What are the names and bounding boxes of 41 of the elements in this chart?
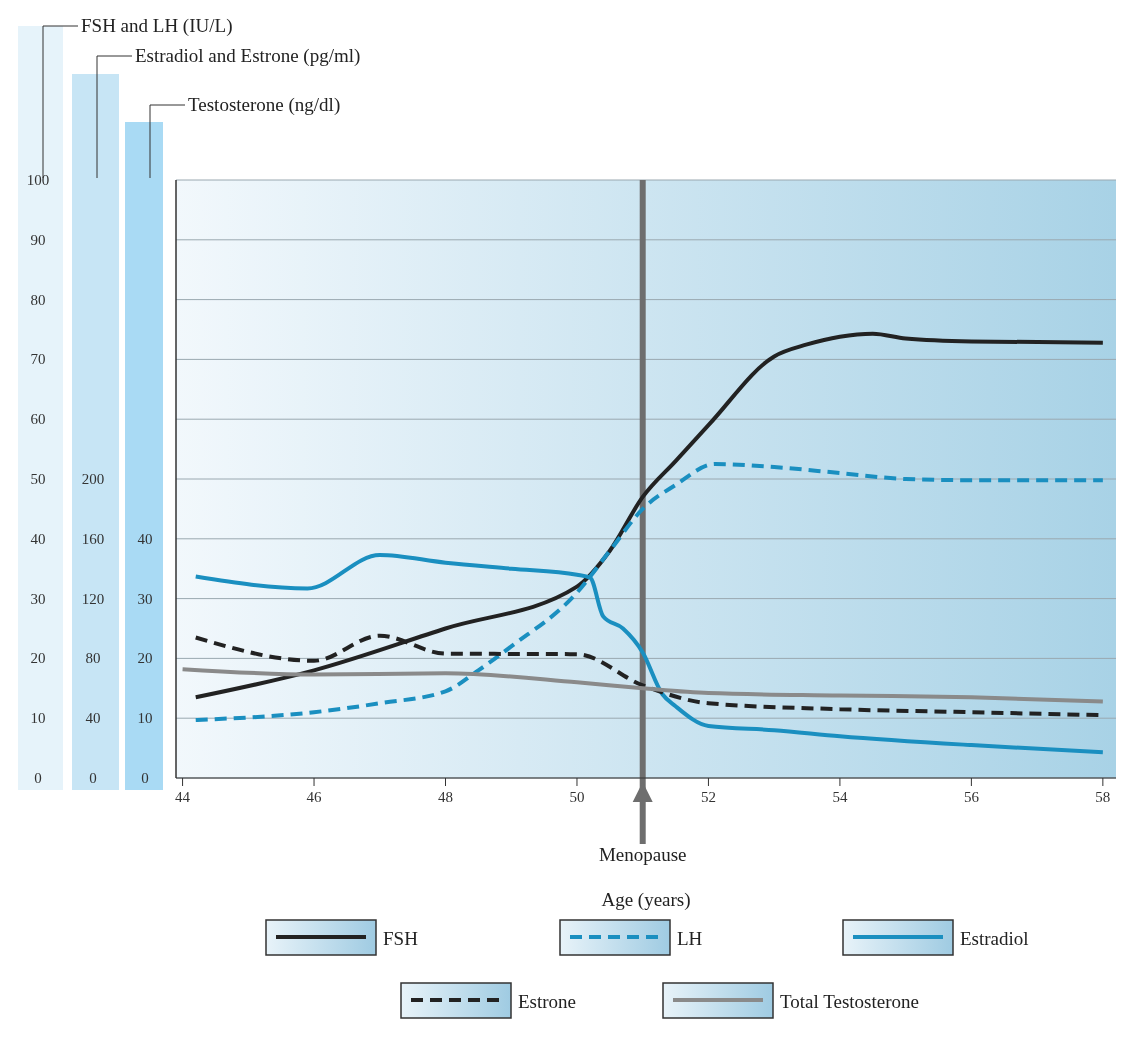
y2-tick-label: 160 <box>81 530 105 547</box>
y-tick-label: 80 <box>30 291 46 308</box>
y2-tick-label: 120 <box>81 590 105 607</box>
x-tick-label: 58 <box>1095 789 1111 805</box>
x-tick-label: 44 <box>175 789 191 805</box>
ref-line-label: Menopause <box>598 844 687 865</box>
legend-label: LH <box>677 928 703 949</box>
y-tick-label: 20 <box>30 650 46 667</box>
y2-tick-label: 80 <box>85 650 101 667</box>
legend-label: Estradiol <box>960 928 1029 949</box>
line-series <box>180 667 1105 704</box>
text: FSH and LH (IU/L) <box>81 15 233 37</box>
x-tick-label: 54 <box>832 789 848 805</box>
legend-label: FSH <box>383 928 419 949</box>
text: Estradiol and Estrone (pg/ml) <box>135 45 361 67</box>
y2-tick-label: 200 <box>81 471 105 487</box>
x-tick-label: 56 <box>963 789 980 805</box>
y3-tick-label: 20 <box>137 650 153 667</box>
x-axis-title: Age (years) <box>601 889 691 911</box>
y2-tick-label: 0 <box>89 770 97 786</box>
x-tick-label: 48 <box>438 789 454 805</box>
y-tick-label: 70 <box>30 351 46 368</box>
y-tick-label: 10 <box>30 710 46 727</box>
legend-label: Estrone <box>518 991 577 1012</box>
y-tick-label: 40 <box>30 530 46 547</box>
y3-tick-label: 40 <box>137 530 153 547</box>
y3-tick-label: 0 <box>141 770 149 786</box>
x-tick-label: 50 <box>569 789 585 805</box>
y2-tick-label: 40 <box>85 710 101 727</box>
y-tick-label: 90 <box>30 231 46 248</box>
y-tick-label: 30 <box>30 590 46 607</box>
x-tick-label: 46 <box>306 789 323 805</box>
y-tick-label: 60 <box>30 411 46 428</box>
y-tick-label: 0 <box>34 770 42 786</box>
y3-tick-label: 10 <box>137 710 153 727</box>
x-tick-label: 52 <box>700 789 716 805</box>
y-tick-label: 100 <box>26 172 50 188</box>
legend-label: Total Testosterone <box>780 991 919 1012</box>
y-tick-label: 50 <box>30 471 46 487</box>
text: Testosterone (ng/dl) <box>188 94 341 116</box>
y3-tick-label: 30 <box>137 590 153 607</box>
